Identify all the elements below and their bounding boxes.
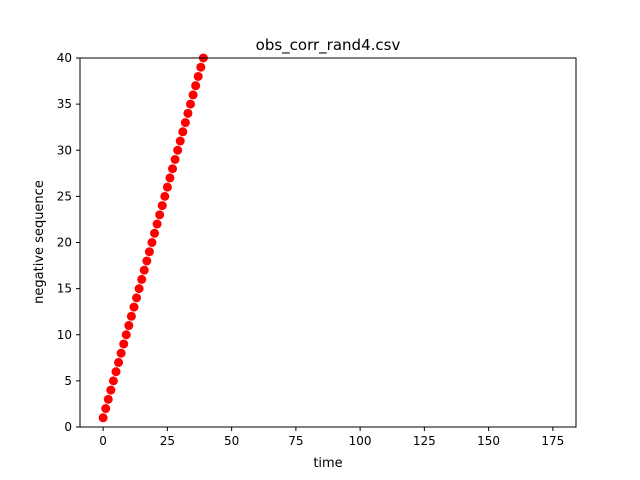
data-point <box>101 404 111 414</box>
data-point <box>160 191 170 201</box>
y-axis-label: negative sequence <box>32 180 47 304</box>
x-axis: 0 25 50 75 100 125 150 175 <box>99 427 564 448</box>
data-point <box>178 127 188 137</box>
data-point <box>196 62 206 72</box>
data-point <box>173 145 183 155</box>
x-tick-label: 25 <box>160 434 175 448</box>
x-tick-label: 175 <box>541 434 564 448</box>
data-point <box>193 71 203 81</box>
data-point <box>142 256 152 266</box>
data-point <box>116 348 126 358</box>
data-point <box>188 90 198 100</box>
data-point <box>106 385 116 395</box>
data-point <box>129 302 139 312</box>
x-tick-label: 75 <box>288 434 303 448</box>
data-point <box>183 108 193 118</box>
x-tick-label: 150 <box>477 434 500 448</box>
data-point <box>134 284 144 294</box>
data-point <box>126 311 136 321</box>
chart-title: obs_corr_rand4.csv <box>256 36 401 55</box>
y-tick-label: 35 <box>57 97 72 111</box>
data-point <box>124 321 134 331</box>
y-tick-label: 30 <box>57 143 72 157</box>
data-point <box>111 367 121 377</box>
data-point <box>168 164 178 174</box>
x-tick-label: 0 <box>99 434 107 448</box>
data-point <box>186 99 196 109</box>
data-point <box>162 182 172 192</box>
data-point <box>175 136 185 146</box>
data-point <box>155 210 165 220</box>
y-tick-label: 0 <box>64 420 72 434</box>
data-point <box>139 265 149 275</box>
data-point <box>137 274 147 284</box>
data-point <box>150 228 160 238</box>
data-point <box>121 330 131 340</box>
data-point <box>180 118 190 128</box>
x-tick-label: 125 <box>413 434 436 448</box>
data-point <box>108 376 118 386</box>
data-point <box>144 247 154 257</box>
data-point <box>103 394 113 404</box>
data-point <box>132 293 142 303</box>
plot-area <box>98 53 208 423</box>
y-tick-label: 40 <box>57 51 72 65</box>
y-tick-label: 10 <box>57 328 72 342</box>
data-point <box>147 238 157 247</box>
data-point <box>157 201 167 211</box>
y-tick-label: 5 <box>64 374 72 388</box>
x-tick-label: 100 <box>349 434 372 448</box>
x-tick-label: 50 <box>224 434 239 448</box>
data-point <box>98 413 108 423</box>
data-point <box>170 154 180 164</box>
data-point <box>114 357 124 367</box>
y-tick-label: 25 <box>57 189 72 203</box>
x-axis-label: time <box>313 456 342 471</box>
y-tick-label: 15 <box>57 282 72 296</box>
data-point <box>119 339 129 349</box>
y-axis: 0 5 10 15 20 25 30 35 40 <box>57 51 80 434</box>
data-point <box>165 173 175 183</box>
data-point <box>152 219 162 229</box>
data-point <box>191 81 201 91</box>
y-tick-label: 20 <box>57 236 72 250</box>
